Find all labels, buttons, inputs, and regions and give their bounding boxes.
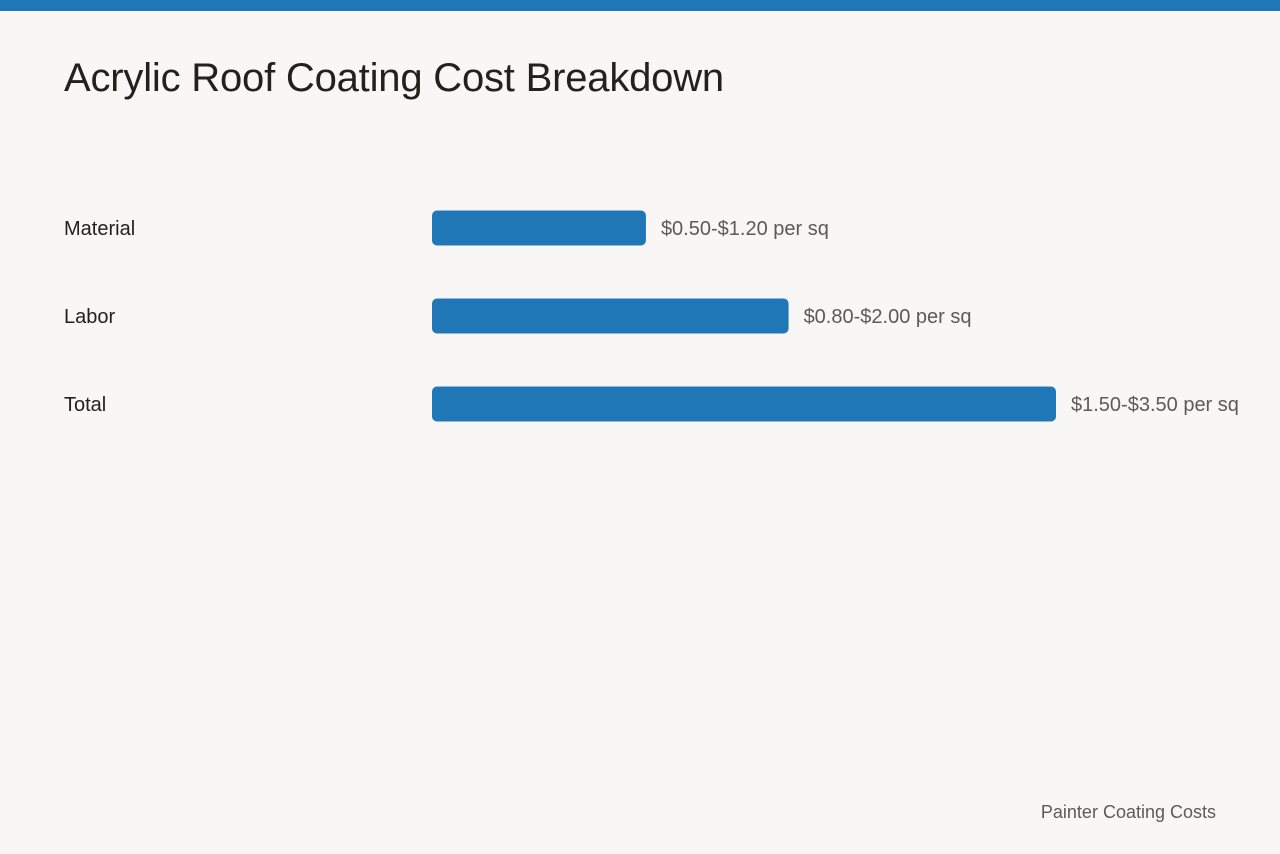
bar-total — [432, 386, 1056, 422]
category-label-total: Total — [64, 394, 106, 416]
category-label-labor: Labor — [64, 306, 115, 328]
value-label-material: $0.50-$1.20 per sq — [661, 218, 829, 240]
source-note: Painter Coating Costs — [1040, 802, 1216, 822]
chart-title: Acrylic Roof Coating Cost Breakdown — [64, 56, 724, 100]
category-label-material: Material — [64, 218, 135, 240]
top-accent-band — [0, 0, 1280, 11]
bar-labor — [432, 298, 789, 334]
bar-material — [432, 210, 646, 246]
value-label-total: $1.50-$3.50 per sq — [1071, 394, 1239, 416]
value-label-labor: $0.80-$2.00 per sq — [804, 306, 972, 328]
